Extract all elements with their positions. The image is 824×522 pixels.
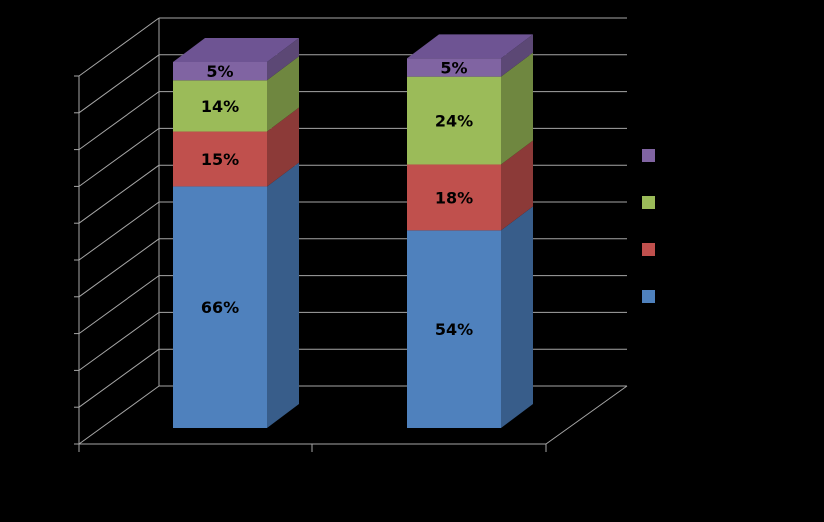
legend-swatch bbox=[642, 243, 655, 256]
side-gridline bbox=[78, 385, 160, 445]
legend-swatch bbox=[642, 149, 655, 162]
side-gridline bbox=[78, 127, 160, 187]
bar-segment-side bbox=[267, 38, 299, 81]
bar-segment-front bbox=[173, 62, 267, 81]
data-label: 18% bbox=[435, 188, 473, 207]
side-gridline bbox=[78, 54, 160, 114]
bar-segment-front bbox=[407, 76, 501, 165]
bar-segment-front bbox=[173, 80, 267, 132]
bar-segment-side bbox=[267, 56, 299, 132]
data-label: 66% bbox=[201, 298, 239, 317]
legend-swatch bbox=[642, 196, 655, 209]
data-label: 14% bbox=[201, 97, 239, 116]
data-label: 5% bbox=[440, 58, 467, 77]
side-gridline bbox=[78, 348, 160, 408]
bar-top-face bbox=[173, 38, 299, 62]
gridlines bbox=[78, 17, 628, 445]
side-gridline bbox=[78, 275, 160, 335]
bar-segment-side bbox=[501, 206, 533, 428]
data-label: 5% bbox=[206, 62, 233, 81]
data-label: 54% bbox=[435, 320, 473, 339]
bars: 66% 15% 14% 5% 54% 18% 24% 5% bbox=[173, 34, 533, 428]
side-gridline bbox=[78, 164, 160, 224]
bar-segment-front bbox=[407, 230, 501, 428]
data-label: 24% bbox=[435, 112, 473, 131]
side-gridline bbox=[78, 91, 160, 151]
side-gridline bbox=[78, 17, 160, 77]
bar-segment-side bbox=[501, 140, 533, 231]
bar-segment-side bbox=[267, 107, 299, 187]
bar-segment-side bbox=[501, 52, 533, 165]
bar-segment-front bbox=[407, 164, 501, 231]
data-label: 15% bbox=[201, 150, 239, 169]
bar-segment-front bbox=[173, 131, 267, 187]
legend-swatch bbox=[642, 290, 655, 303]
bar-segment-front bbox=[407, 58, 501, 77]
side-gridline bbox=[78, 201, 160, 261]
bar-segment-side bbox=[501, 34, 533, 77]
side-gridline bbox=[78, 238, 160, 298]
side-gridline bbox=[78, 311, 160, 371]
bar-top-face bbox=[407, 34, 533, 59]
axes bbox=[74, 75, 547, 452]
floor-edge bbox=[545, 385, 628, 445]
bar-segment-side bbox=[267, 162, 299, 428]
bar-segment-front bbox=[173, 186, 267, 428]
legend bbox=[642, 149, 655, 303]
